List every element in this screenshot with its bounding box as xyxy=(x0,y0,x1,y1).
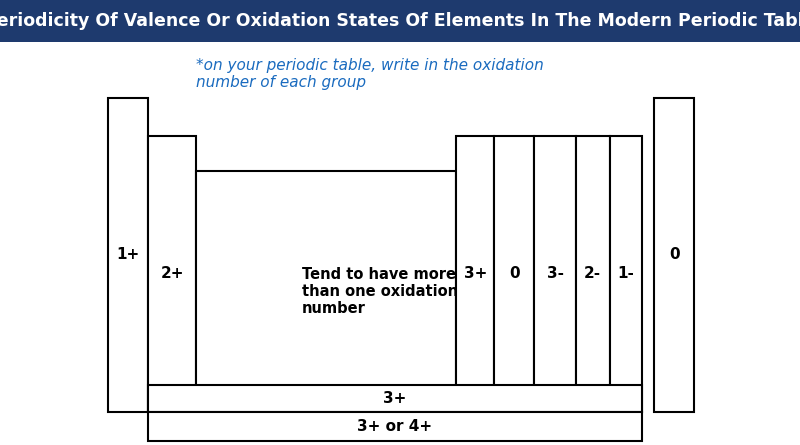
Bar xyxy=(108,98,148,412)
Text: 2+: 2+ xyxy=(160,266,184,281)
Text: 3-: 3- xyxy=(546,266,564,281)
Text: 3+ or 4+: 3+ or 4+ xyxy=(358,419,432,433)
Text: 2-: 2- xyxy=(584,266,602,281)
Bar xyxy=(456,136,494,412)
Bar xyxy=(610,136,642,412)
Text: 3+: 3+ xyxy=(463,266,487,281)
Bar xyxy=(0,0,800,42)
Text: *on your periodic table, write in the oxidation
number of each group: *on your periodic table, write in the ox… xyxy=(196,58,544,90)
Text: 3+: 3+ xyxy=(383,391,406,406)
Text: 1-: 1- xyxy=(617,266,634,281)
Text: Tend to have more
than one oxidation
number: Tend to have more than one oxidation num… xyxy=(302,267,458,316)
Bar xyxy=(148,136,196,412)
Bar xyxy=(654,98,694,412)
Bar xyxy=(534,136,576,412)
Bar xyxy=(196,171,456,412)
Text: 1+: 1+ xyxy=(116,247,140,262)
Bar xyxy=(576,136,610,412)
Text: 0: 0 xyxy=(669,247,680,262)
Bar xyxy=(148,385,642,412)
Text: Periodicity Of Valence Or Oxidation States Of Elements In The Modern Periodic Ta: Periodicity Of Valence Or Oxidation Stat… xyxy=(0,12,800,30)
Text: 0: 0 xyxy=(509,266,520,281)
Bar xyxy=(148,412,642,441)
Bar xyxy=(494,136,534,412)
